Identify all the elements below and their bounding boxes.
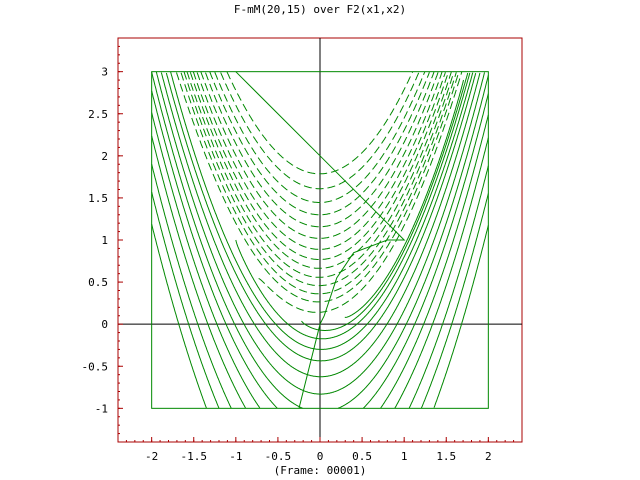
contour-line-solid	[151, 191, 489, 409]
domain-box	[151, 71, 489, 409]
contour-line-dashed	[176, 71, 460, 303]
y-tick-label: 0.5	[88, 276, 108, 289]
y-tick-label: 2.5	[88, 108, 108, 121]
x-tick-label: 1.5	[436, 450, 456, 463]
contour-line-solid	[235, 72, 471, 340]
contour-line-dashed	[220, 72, 420, 190]
contour-line-dashed	[183, 71, 455, 287]
contour-line-solid	[151, 224, 489, 409]
x-tick-label: 1	[401, 450, 408, 463]
contour-line-dashed	[180, 72, 457, 295]
y-tick-label: -1	[95, 402, 108, 415]
contour-line-solid	[301, 72, 469, 331]
contour-line-dashed	[214, 71, 426, 203]
contour-line-solid	[344, 79, 464, 318]
y-tick-label: 2	[101, 150, 108, 163]
y-tick-label: 1	[101, 234, 108, 247]
contour-line-solid	[160, 72, 481, 378]
y-tick-label: -0.5	[82, 360, 109, 373]
x-tick-label: -2	[145, 450, 158, 463]
contour-line-solid	[151, 71, 489, 409]
y-tick-label: 0	[101, 318, 108, 331]
contour-line-dashed	[186, 71, 452, 278]
contour-line-solid	[151, 164, 489, 409]
x-tick-label: 2	[485, 450, 492, 463]
contour-line-dashed	[258, 71, 463, 313]
contour-line-solid	[151, 112, 489, 409]
x-tick-label: -0.5	[265, 450, 292, 463]
contour-line-dashed	[226, 71, 414, 175]
x-tick-label: 0	[317, 450, 324, 463]
contour-line-solid	[151, 90, 489, 409]
x-tick-label: -1.5	[181, 450, 208, 463]
y-tick-label: 1.5	[88, 192, 108, 205]
contour-line-solid	[170, 71, 474, 350]
contour-line-dashed	[200, 71, 439, 239]
contour-line-solid	[165, 72, 477, 362]
contour-line-solid	[151, 135, 489, 409]
contour-line-solid	[155, 71, 485, 395]
contour-line-dashed	[189, 71, 449, 269]
plot-area: -2 -1.5 -1 -0.5 0 0.5 1 1.5 2 -1 -0.5 0 0.5 1 1.5 2 2.5 3	[82, 37, 523, 463]
frame-label: (Frame: 00001)	[274, 464, 367, 477]
x-tick-label: 0.5	[352, 450, 372, 463]
search-path	[235, 71, 406, 409]
x-tick-label: -1	[229, 450, 242, 463]
contour-line-dashed	[209, 71, 430, 216]
chart-title: F-mM(20,15) over F2(x1,x2)	[234, 3, 406, 16]
y-tick-label: 3	[101, 66, 108, 79]
contour-line-dashed	[192, 71, 446, 260]
